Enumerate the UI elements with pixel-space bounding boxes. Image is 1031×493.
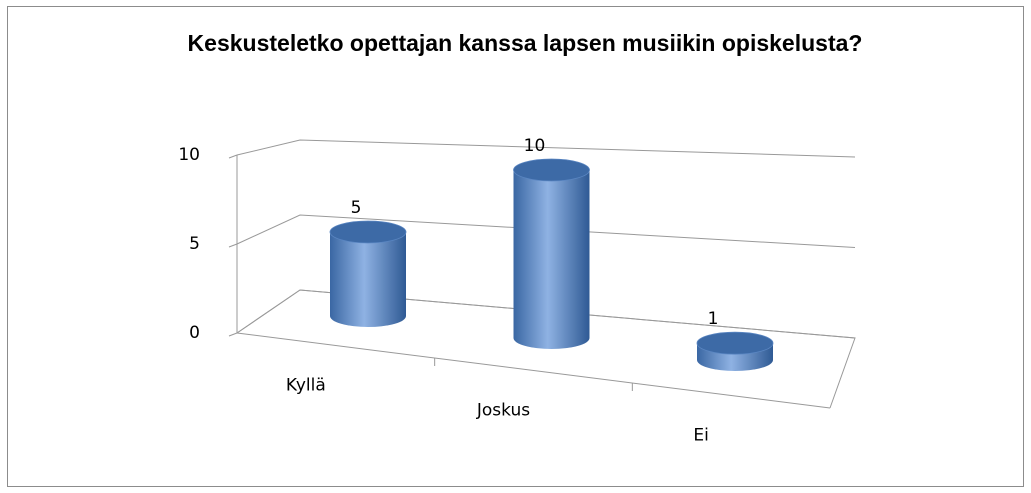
chart-title: Keskusteletko opettajan kanssa lapsen mu… bbox=[187, 30, 863, 56]
x-tick-label: Joskus bbox=[476, 401, 530, 421]
tick-mark bbox=[228, 243, 238, 248]
x-tick-label: Ei bbox=[693, 426, 708, 446]
tick-mark bbox=[228, 332, 238, 337]
grid-line bbox=[236, 289, 856, 339]
bar-part bbox=[329, 220, 407, 244]
bar bbox=[513, 158, 590, 349]
chart-border bbox=[7, 6, 1024, 487]
data-label: 1 bbox=[708, 309, 719, 329]
data-label: 10 bbox=[524, 136, 546, 156]
y-tick-label: 0 bbox=[189, 323, 200, 343]
x-tick-label: Kyllä bbox=[286, 376, 326, 396]
front-edge bbox=[236, 332, 831, 409]
grid-line bbox=[236, 139, 856, 158]
tick-mark bbox=[228, 154, 238, 159]
bar-part bbox=[330, 232, 406, 327]
y-tick-label: 10 bbox=[178, 145, 200, 165]
bar-part bbox=[513, 158, 590, 182]
bar-part bbox=[513, 170, 590, 349]
grid-line bbox=[236, 214, 856, 248]
bar-part bbox=[696, 331, 774, 355]
y-tick-label: 5 bbox=[189, 234, 200, 254]
bar bbox=[696, 331, 774, 371]
data-label: 5 bbox=[351, 198, 362, 218]
bar bbox=[329, 220, 407, 327]
